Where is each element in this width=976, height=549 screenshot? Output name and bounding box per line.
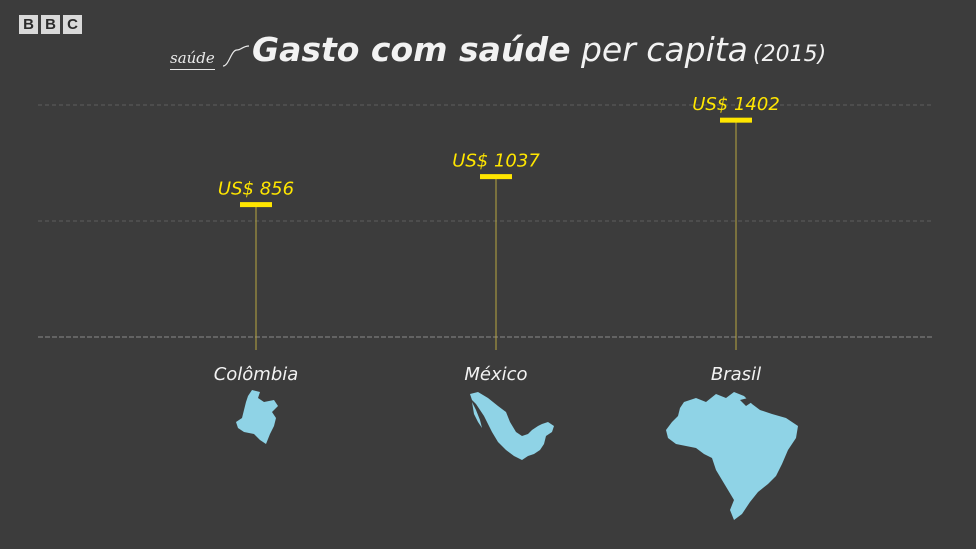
lollipop-cap bbox=[480, 174, 512, 180]
title-year: (2015) bbox=[753, 42, 827, 67]
lollipop-cap bbox=[720, 117, 752, 123]
colombia-map-icon bbox=[236, 390, 278, 444]
title-bold: Gasto com saúde bbox=[252, 30, 571, 69]
value-label: US$ 1402 bbox=[692, 94, 780, 115]
value-label: US$ 1037 bbox=[452, 151, 540, 172]
category-label: México bbox=[464, 364, 527, 385]
category-label: Brasil bbox=[711, 364, 761, 385]
lollipop-cap bbox=[240, 202, 272, 208]
swash-icon bbox=[222, 45, 250, 67]
section-kicker: saúde bbox=[170, 49, 215, 70]
logo-letter: C bbox=[63, 15, 82, 34]
title-rest: per capita bbox=[570, 30, 748, 69]
mexico-map-icon bbox=[470, 392, 554, 460]
brazil-map-icon bbox=[666, 392, 798, 520]
infographic-frame bbox=[6, 0, 970, 549]
chart-title: Gasto com saúde per capita (2015) bbox=[252, 30, 826, 69]
logo-letter: B bbox=[19, 15, 38, 34]
bbc-logo: B B C bbox=[19, 15, 82, 34]
category-label: Colômbia bbox=[214, 364, 299, 385]
value-label: US$ 856 bbox=[218, 179, 294, 200]
logo-letter: B bbox=[41, 15, 60, 34]
